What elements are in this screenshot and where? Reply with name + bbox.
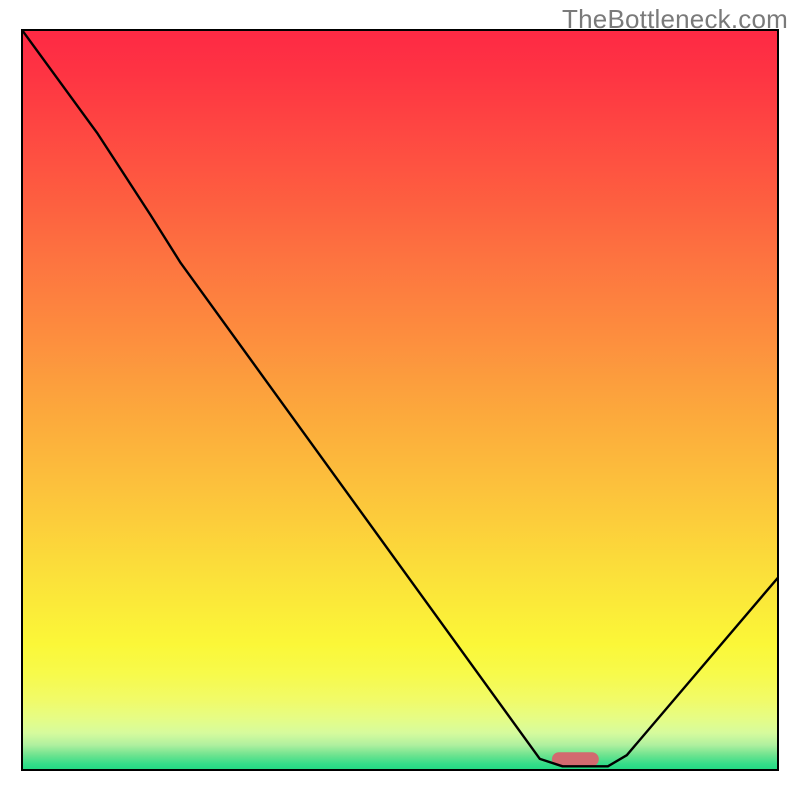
gradient-background xyxy=(22,30,778,770)
chart-container: { "watermark": { "text": "TheBottleneck.… xyxy=(0,0,800,800)
plot-area xyxy=(22,30,778,770)
watermark-text: TheBottleneck.com xyxy=(562,4,788,35)
bottleneck-chart xyxy=(0,0,800,800)
